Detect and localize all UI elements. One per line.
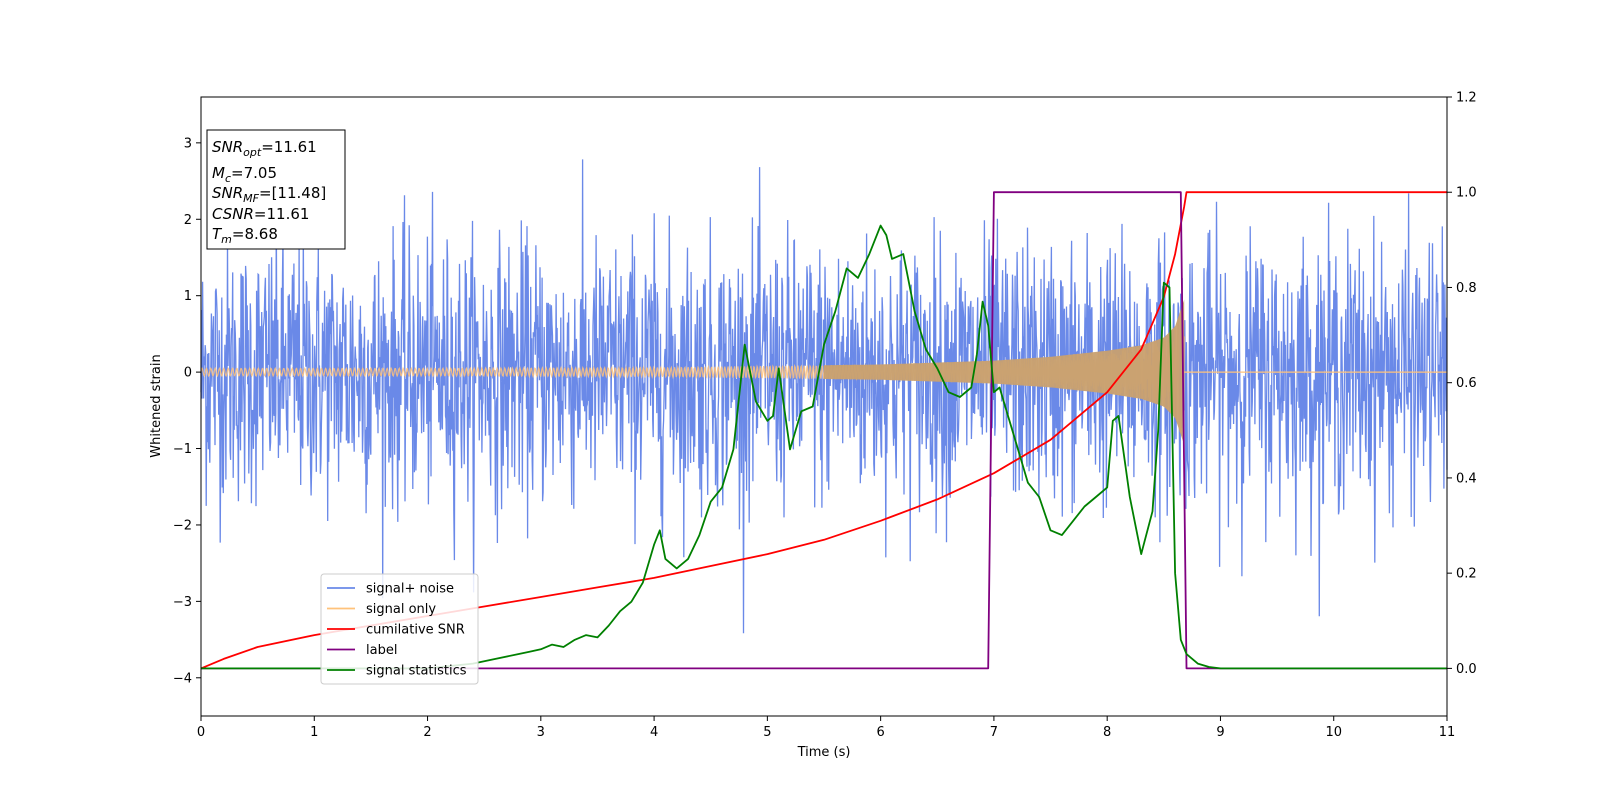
x-tick-label: 4 — [650, 725, 658, 740]
series-line-signal-statistics — [201, 224, 1447, 670]
y-tick-label: 2 — [184, 213, 192, 228]
legend-frame — [320, 573, 479, 685]
legend: signal+ noise signal only cumilative SNR la… — [320, 573, 479, 685]
legend-label: label — [366, 643, 397, 658]
x-tick-label: 6 — [876, 725, 884, 740]
x-tick-label: 2 — [423, 725, 431, 740]
y2-tick-label: 0.6 — [1456, 376, 1477, 391]
x-tick-label: 0 — [197, 725, 205, 740]
x-tick-label: 9 — [1216, 725, 1224, 740]
y-tick-label: −3 — [173, 595, 192, 610]
y-axis-right: 0.0 0.2 0.4 0.6 0.8 1.0 1.2 — [1447, 91, 1477, 677]
y2-tick-label: 0.0 — [1456, 662, 1477, 677]
x-tick-label: 11 — [1439, 725, 1456, 740]
x-tick-label: 3 — [537, 725, 545, 740]
legend-label: cumilative SNR — [366, 623, 465, 638]
x-axis: 0 1 2 3 4 5 6 7 8 9 10 11 — [197, 716, 1455, 740]
y2-tick-label: 1.2 — [1456, 91, 1477, 106]
x-tick-label: 7 — [990, 725, 998, 740]
legend-label: signal statistics — [366, 664, 467, 679]
plot-frame — [200, 96, 1448, 717]
y-tick-label: 1 — [184, 289, 192, 304]
info-snr-opt: SNRopt=11.61 — [212, 138, 317, 159]
info-mc: Mc=7.05 — [212, 164, 277, 185]
x-tick-label: 5 — [763, 725, 771, 740]
series-signal-only — [200, 299, 1447, 445]
y-tick-label: 3 — [184, 136, 192, 151]
y-axis-left: −4 −3 −2 −1 0 1 2 3 — [173, 136, 201, 686]
y2-tick-label: 0.4 — [1456, 471, 1477, 486]
series-signal-plus-noise — [200, 159, 1448, 634]
x-axis-label: Time (s) — [797, 745, 851, 760]
y2-tick-label: 0.2 — [1456, 567, 1477, 582]
y-tick-label: −1 — [173, 442, 192, 457]
legend-label: signal+ noise — [366, 582, 454, 597]
x-tick-label: 8 — [1103, 725, 1111, 740]
y2-tick-label: 0.8 — [1456, 281, 1477, 296]
x-tick-label: 10 — [1325, 725, 1342, 740]
info-box-frame — [206, 129, 346, 250]
y-tick-label: −4 — [173, 671, 192, 686]
y-tick-label: −2 — [173, 518, 192, 533]
info-box: SNRopt=11.61 Mc=7.05 SNRMF=[11.48] CSNR=… — [206, 129, 346, 250]
info-tm: Tm=8.68 — [212, 225, 278, 246]
y2-tick-label: 1.0 — [1456, 186, 1477, 201]
y-axis-label: Whitened strain — [149, 354, 164, 457]
signal-only-envelope — [824, 299, 1185, 445]
info-csnr: CSNR=11.61 — [212, 205, 309, 223]
info-snr-mf: SNRMF=[11.48] — [212, 184, 326, 205]
signal-plus-noise-line — [200, 159, 1448, 634]
legend-label: signal only — [366, 602, 436, 617]
y-tick-label: 0 — [184, 366, 192, 381]
x-tick-label: 1 — [310, 725, 318, 740]
